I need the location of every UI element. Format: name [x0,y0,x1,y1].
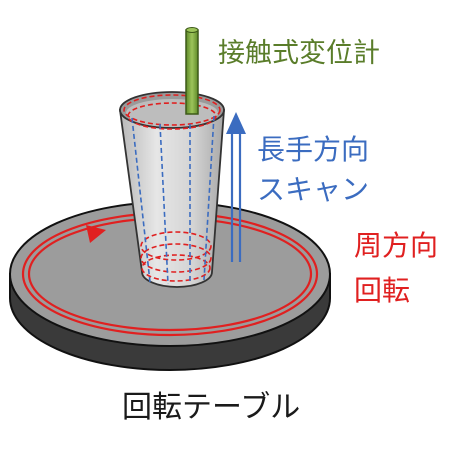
scan-line-far-right [203,115,215,281]
cup-body [118,109,225,288]
scan-arrow [226,112,246,262]
probe-rod [185,29,199,115]
rotation-label-line1: 周方向 [354,229,439,262]
probe-rod-cap [185,27,199,33]
scan-ring-bottom-3 [141,254,211,282]
scan-ring-bottom-2 [140,243,212,273]
up-arrow-icon [226,112,246,134]
rotation-label-line2: 回転 [354,274,411,307]
table-label: 回転テーブル [122,390,301,425]
probe-label: 接触式変位計 [218,38,380,69]
right-arrow-icon [86,225,106,243]
scan-label-line1: 長手方向 [257,133,370,166]
scan-line-center [159,123,169,285]
scan-ring-bottom-1 [140,231,212,261]
scan-line-left [131,117,151,283]
displacement-probe [185,27,199,115]
scan-label-line2: スキャン [257,173,370,206]
scan-ring-top-inner [127,102,217,130]
scan-ring-top-outer [123,94,221,126]
specimen-cup [118,91,225,288]
